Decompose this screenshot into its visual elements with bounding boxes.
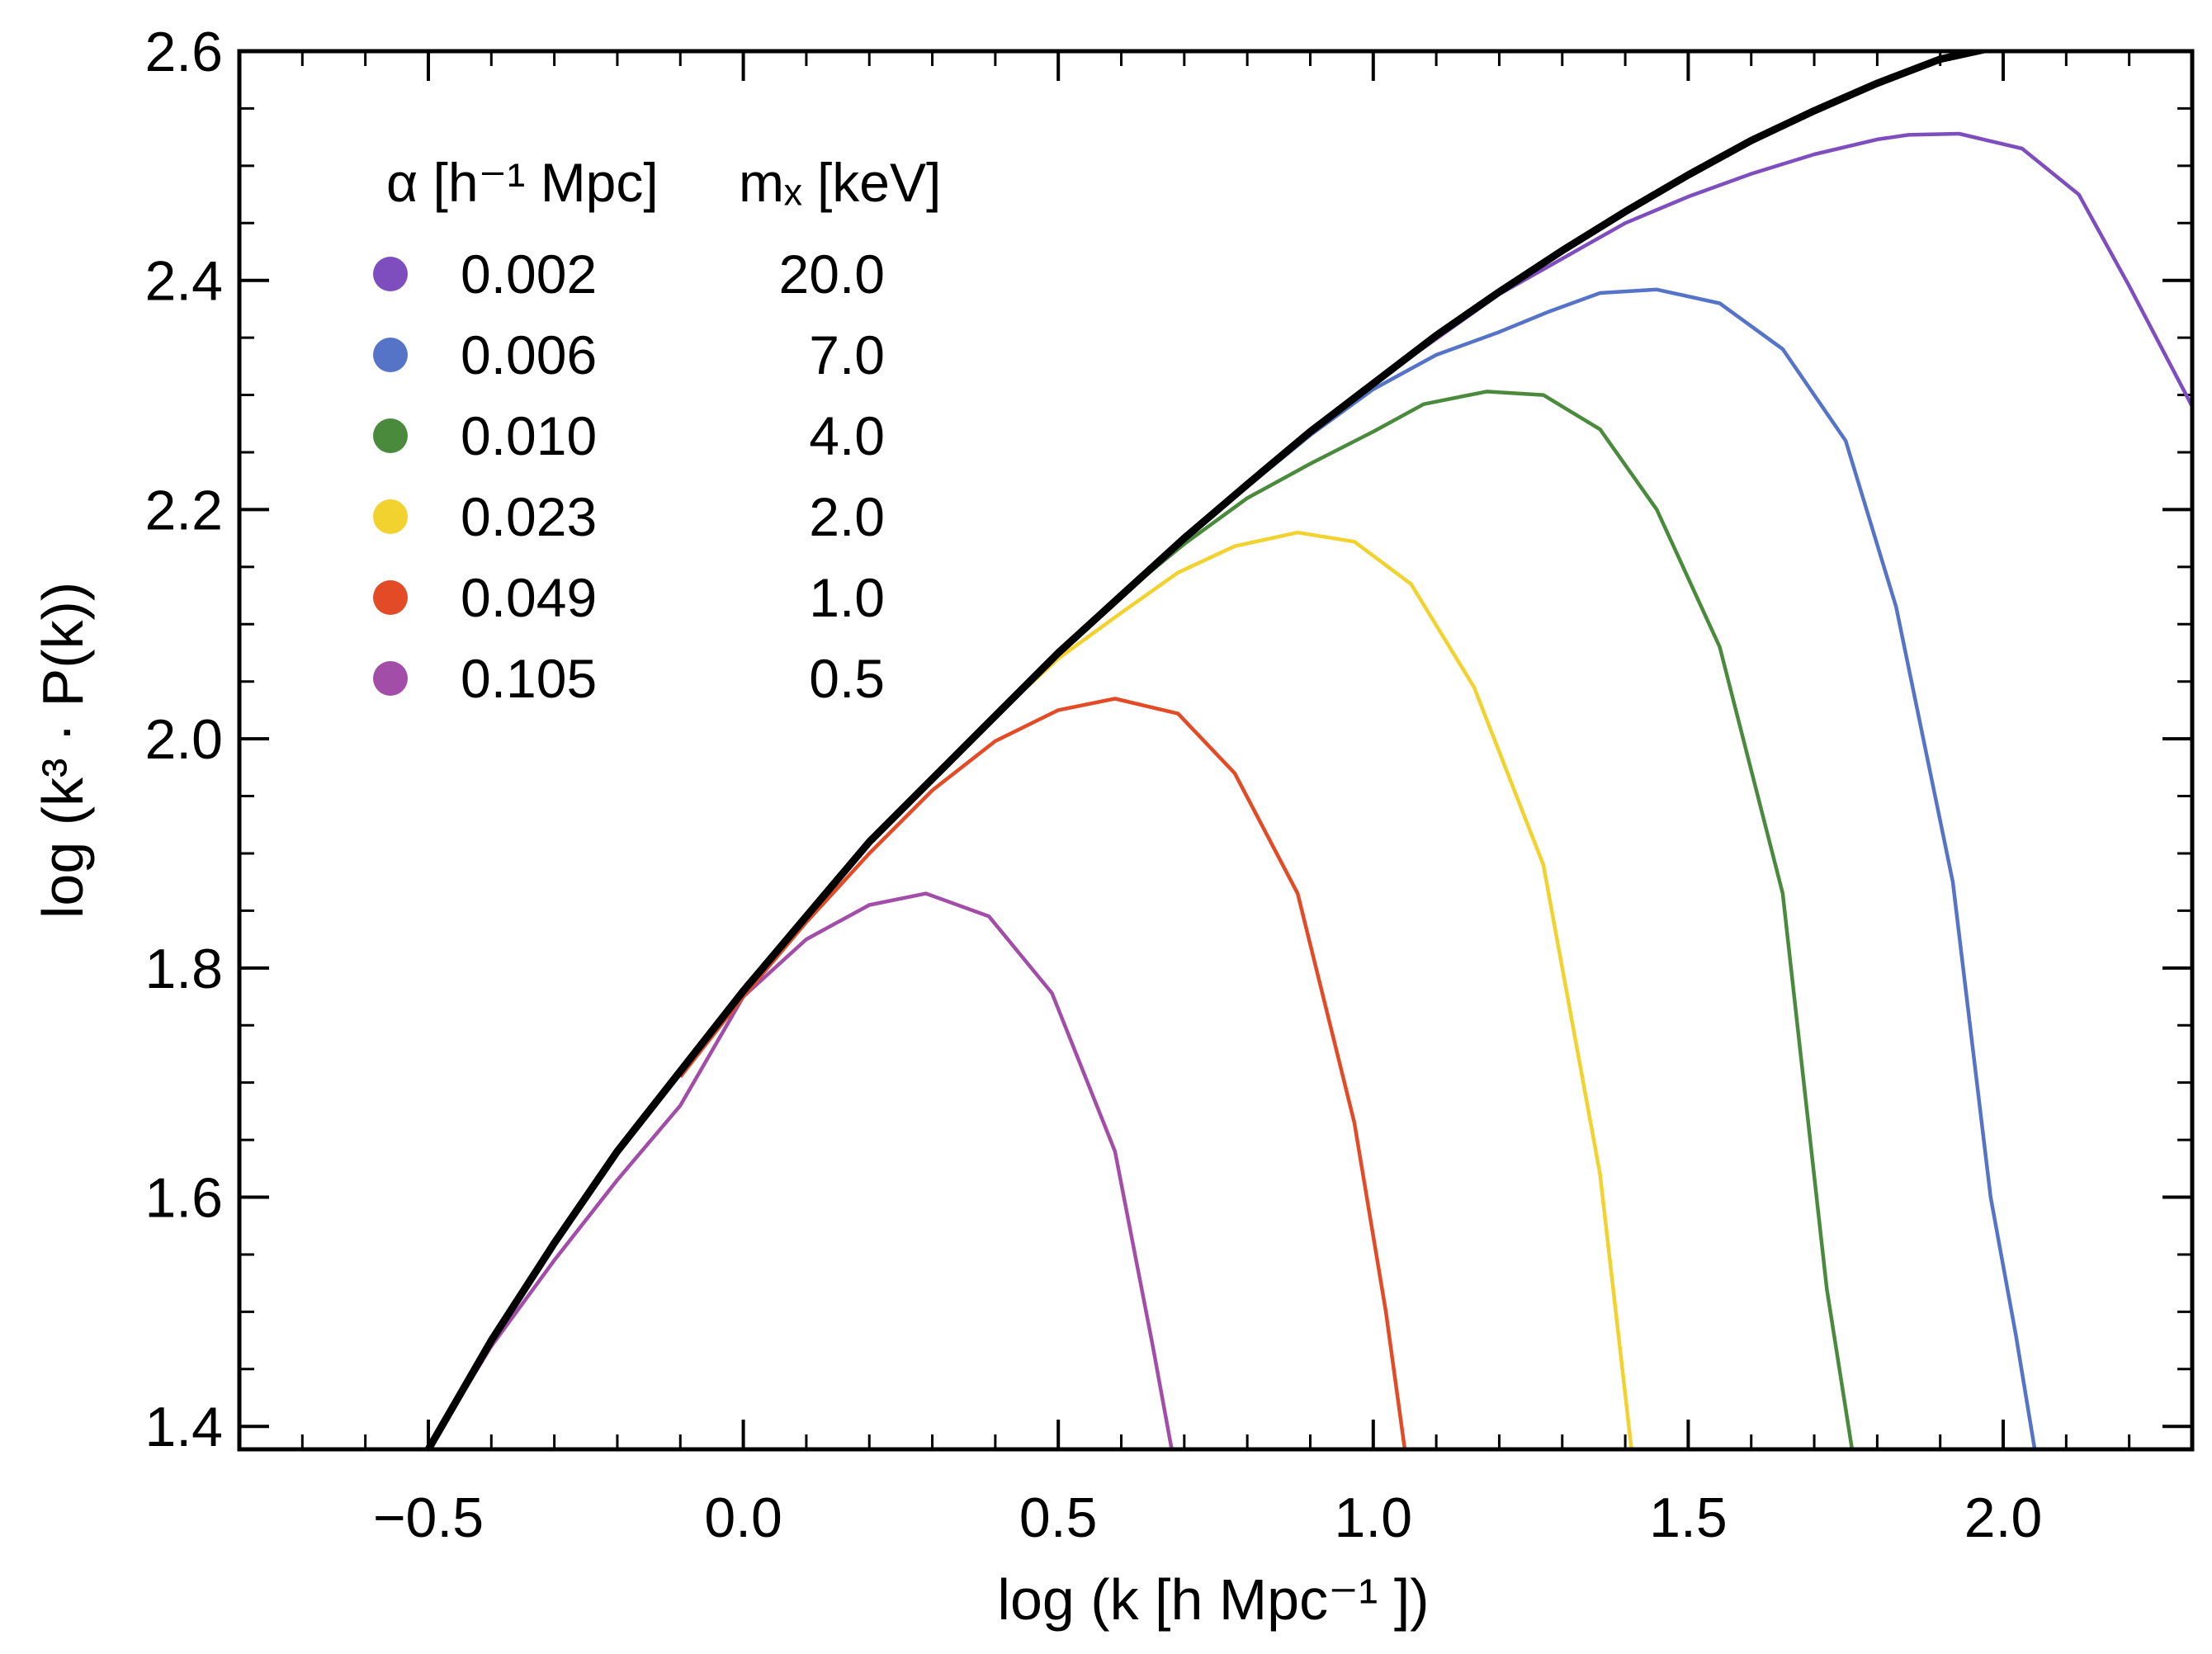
legend-marker — [373, 418, 408, 453]
y-tick-label: 2.0 — [144, 708, 223, 771]
legend-marker — [373, 661, 408, 696]
legend-marker — [373, 338, 408, 372]
legend-marker — [373, 499, 408, 534]
y-tick-label: 2.4 — [144, 250, 223, 313]
legend-marker — [373, 580, 408, 615]
x-tick-label: 0.5 — [1019, 1486, 1098, 1549]
y-tick-label: 2.6 — [144, 21, 223, 83]
legend-mass-value: 4.0 — [809, 405, 885, 466]
x-tick-label: 1.0 — [1335, 1486, 1413, 1549]
legend-alpha-value: 0.105 — [461, 648, 597, 709]
x-tick-label: 2.0 — [1964, 1486, 2043, 1549]
y-axis-title: log (k³ · P(k)) — [31, 582, 95, 919]
legend-mass-value: 2.0 — [809, 486, 885, 547]
legend-alpha-value: 0.023 — [461, 486, 597, 547]
series-line-0.049 — [678, 697, 1407, 1449]
legend-mass-value: 7.0 — [809, 324, 885, 385]
tick-labels: −0.5 0.0 0.5 1.0 1.5 2.0 1.4 1.6 1.8 2.0 2.2 2.4 2.6 — [144, 21, 2042, 1549]
legend-mass-value: 1.0 — [809, 567, 885, 628]
y-tick-label: 1.4 — [144, 1396, 223, 1458]
legend-alpha-value: 0.010 — [461, 405, 597, 466]
series-lines — [424, 51, 2192, 1449]
legend-alpha-value: 0.006 — [461, 324, 597, 385]
y-tick-label: 1.6 — [144, 1167, 223, 1230]
x-tick-label: 0.0 — [704, 1486, 782, 1549]
x-axis-title: log (k [h Mpc⁻¹ ]) — [997, 1567, 1429, 1632]
legend-mass-value: 0.5 — [809, 648, 885, 709]
series-line-0.010 — [1120, 390, 1855, 1449]
legend-header-mass: mₓ [keV] — [739, 152, 941, 213]
legend-mass-value: 20.0 — [779, 243, 885, 305]
series-line-0.023 — [930, 530, 1633, 1449]
legend: α [h⁻¹ Mpc] mₓ [keV] 0.002 20.0 0.006 7.0 0.… — [373, 152, 941, 709]
x-tick-label: −0.5 — [373, 1486, 484, 1549]
plot-frame — [237, 49, 2195, 1452]
series-line-0.002 — [1245, 131, 2192, 486]
x-tick-label: 1.5 — [1649, 1486, 1728, 1549]
legend-header-alpha: α [h⁻¹ Mpc] — [386, 152, 659, 213]
y-tick-label: 2.2 — [144, 479, 223, 541]
series-line-0.105 — [427, 891, 1174, 1449]
y-tick-label: 1.8 — [144, 938, 223, 1000]
legend-alpha-value: 0.049 — [461, 567, 597, 628]
legend-marker — [373, 257, 408, 291]
reference-cdm-line — [424, 51, 1995, 1449]
legend-alpha-value: 0.002 — [461, 243, 597, 305]
series-line-0.006 — [1183, 287, 2037, 1449]
